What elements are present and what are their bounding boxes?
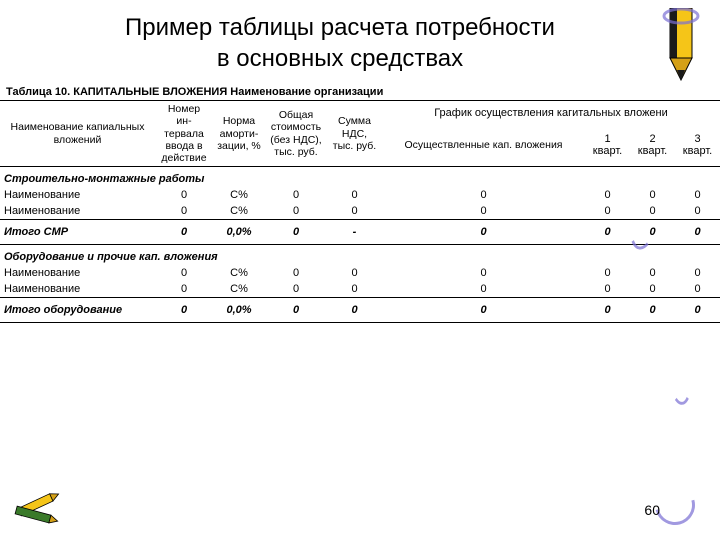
total-label: Итого оборудование [0, 297, 155, 322]
th-amort: Норма аморти-зации, % [213, 101, 265, 166]
cell: 0 [630, 297, 675, 322]
table-row-total: Итого оборудование 0 0,0% 0 0 0 0 0 0 [0, 297, 720, 322]
table-row: Наименование 0 С% 0 0 0 0 0 0 [0, 187, 720, 203]
cell: 0 [382, 219, 585, 244]
table-row: Наименование 0 С% 0 0 0 0 0 0 [0, 281, 720, 298]
table-caption: Таблица 10. КАПИТАЛЬНЫЕ ВЛОЖЕНИЯ Наимено… [0, 82, 720, 100]
th-q2: 2 кварт. [630, 125, 675, 166]
title-line2: в основных средствах [20, 43, 660, 74]
cell: 0 [327, 281, 382, 298]
cell: 0 [327, 203, 382, 220]
cell: 0 [265, 187, 327, 203]
decorative-swoosh-icon [664, 339, 695, 406]
th-q3: 3 кварт. [675, 125, 720, 166]
table-row: Наименование 0 С% 0 0 0 0 0 0 [0, 203, 720, 220]
cell: 0 [585, 265, 630, 281]
total-label: Итого СМР [0, 219, 155, 244]
cell: 0 [155, 219, 213, 244]
table-row: Строительно-монтажные работы [0, 166, 720, 187]
cell: 0 [382, 203, 585, 220]
cell: С% [213, 265, 265, 281]
cell: 0 [585, 187, 630, 203]
page-number: 60 [644, 502, 660, 518]
cell-label: Наименование [0, 265, 155, 281]
cell: 0 [155, 203, 213, 220]
cell: С% [213, 281, 265, 298]
cell: С% [213, 187, 265, 203]
cell: 0 [675, 265, 720, 281]
cell: 0 [630, 265, 675, 281]
cell: 0 [585, 297, 630, 322]
cell: 0 [265, 203, 327, 220]
th-interval: Номер ин-тервала ввода в действие [155, 101, 213, 166]
cell: 0 [675, 219, 720, 244]
th-done: Осуществленные кап. вложения [382, 125, 585, 166]
th-sum: Сумма НДС, тыс. руб. [327, 101, 382, 166]
cell: 0 [155, 297, 213, 322]
cell: 0 [675, 297, 720, 322]
table-row: Оборудование и прочие кап. вложения [0, 244, 720, 265]
th-graph: График осуществления кагитальных вложени [382, 101, 720, 125]
cell: 0 [327, 187, 382, 203]
cell: 0 [265, 265, 327, 281]
cell: 0 [265, 219, 327, 244]
cell: 0 [382, 187, 585, 203]
cell: 0 [675, 281, 720, 298]
cell: 0 [265, 297, 327, 322]
title-line1: Пример таблицы расчета потребности [20, 12, 660, 43]
table-row: Наименование 0 С% 0 0 0 0 0 0 [0, 265, 720, 281]
cell: 0 [382, 265, 585, 281]
cell: С% [213, 203, 265, 220]
cell: 0 [585, 219, 630, 244]
cell: 0,0% [213, 297, 265, 322]
cell: 0 [585, 281, 630, 298]
cell: 0 [382, 281, 585, 298]
cell: 0 [155, 187, 213, 203]
cell: 0 [265, 281, 327, 298]
cell-label: Наименование [0, 187, 155, 203]
th-q1: 1 кварт. [585, 125, 630, 166]
th-cost: Общая стоимость (без НДС), тыс. руб. [265, 101, 327, 166]
cell: 0 [585, 203, 630, 220]
capital-investments-table: Наименование капиальных вложений Номер и… [0, 100, 720, 322]
cell: 0 [630, 281, 675, 298]
table-row-total: Итого СМР 0 0,0% 0 - 0 0 0 0 [0, 219, 720, 244]
cell: 0 [155, 265, 213, 281]
th-name: Наименование капиальных вложений [0, 101, 155, 166]
cell: 0 [327, 265, 382, 281]
cell-label: Наименование [0, 281, 155, 298]
cell: 0 [327, 297, 382, 322]
cell-label: Наименование [0, 203, 155, 220]
pencil-icon [662, 8, 702, 83]
pencils-icon [8, 483, 63, 528]
cell: 0 [155, 281, 213, 298]
cell: 0,0% [213, 219, 265, 244]
cell: - [327, 219, 382, 244]
page-title-area: Пример таблицы расчета потребности в осн… [0, 0, 720, 82]
cell: 0 [382, 297, 585, 322]
section2-title: Оборудование и прочие кап. вложения [0, 244, 720, 265]
section1-title: Строительно-монтажные работы [0, 166, 720, 187]
cell: 0 [675, 187, 720, 203]
cell: 0 [675, 203, 720, 220]
